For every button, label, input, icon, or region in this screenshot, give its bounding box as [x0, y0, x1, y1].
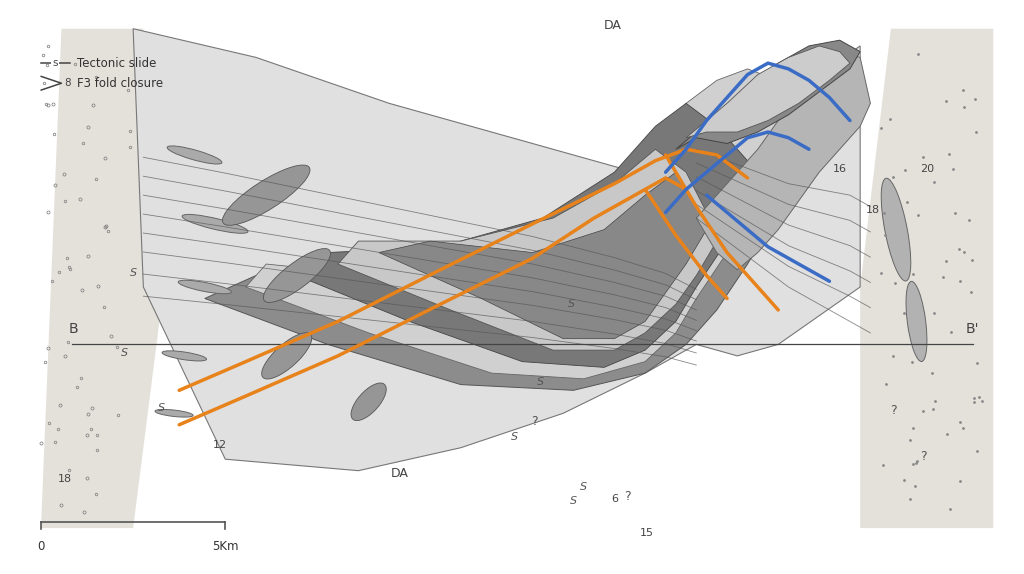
Polygon shape [133, 29, 860, 471]
Ellipse shape [262, 333, 311, 379]
Text: DA: DA [603, 20, 622, 32]
Text: ?: ? [531, 416, 538, 428]
Text: S: S [122, 348, 128, 358]
Text: S: S [570, 495, 577, 506]
Text: 18: 18 [865, 204, 880, 215]
Text: 6: 6 [611, 494, 617, 505]
Text: s: s [52, 58, 58, 68]
Text: S: S [511, 432, 517, 443]
Text: B: B [69, 322, 79, 336]
Ellipse shape [182, 215, 248, 233]
Text: 15: 15 [640, 528, 654, 538]
Polygon shape [696, 52, 870, 270]
Polygon shape [246, 69, 819, 379]
Ellipse shape [882, 178, 910, 281]
Polygon shape [338, 149, 717, 350]
Text: DA: DA [390, 467, 409, 480]
Polygon shape [686, 46, 850, 138]
Text: 12: 12 [213, 440, 227, 450]
Polygon shape [676, 40, 860, 149]
Text: S: S [159, 402, 165, 413]
Text: S: S [568, 299, 574, 309]
Text: F3 fold closure: F3 fold closure [77, 77, 163, 90]
Text: 0: 0 [37, 540, 45, 553]
Text: ?: ? [625, 490, 631, 503]
Text: 20: 20 [920, 164, 934, 174]
Polygon shape [379, 172, 707, 339]
Text: S: S [581, 482, 587, 492]
Polygon shape [860, 29, 993, 528]
Text: ?: ? [890, 404, 896, 417]
Text: 16: 16 [833, 164, 847, 174]
Ellipse shape [167, 146, 222, 164]
Ellipse shape [222, 165, 310, 226]
Ellipse shape [906, 281, 927, 362]
Ellipse shape [351, 383, 386, 421]
Ellipse shape [155, 409, 194, 417]
Ellipse shape [263, 249, 331, 302]
Text: ?: ? [921, 450, 927, 463]
Ellipse shape [162, 351, 207, 361]
Text: Tectonic slide: Tectonic slide [77, 57, 157, 69]
Polygon shape [297, 103, 758, 367]
Text: 5Km: 5Km [212, 540, 239, 553]
Text: B': B' [966, 322, 980, 336]
Text: 18: 18 [57, 474, 72, 484]
Text: 8: 8 [65, 78, 71, 88]
Text: S: S [130, 267, 136, 278]
Text: S: S [538, 377, 544, 387]
Polygon shape [41, 29, 164, 528]
Polygon shape [205, 75, 840, 390]
Ellipse shape [178, 280, 231, 294]
